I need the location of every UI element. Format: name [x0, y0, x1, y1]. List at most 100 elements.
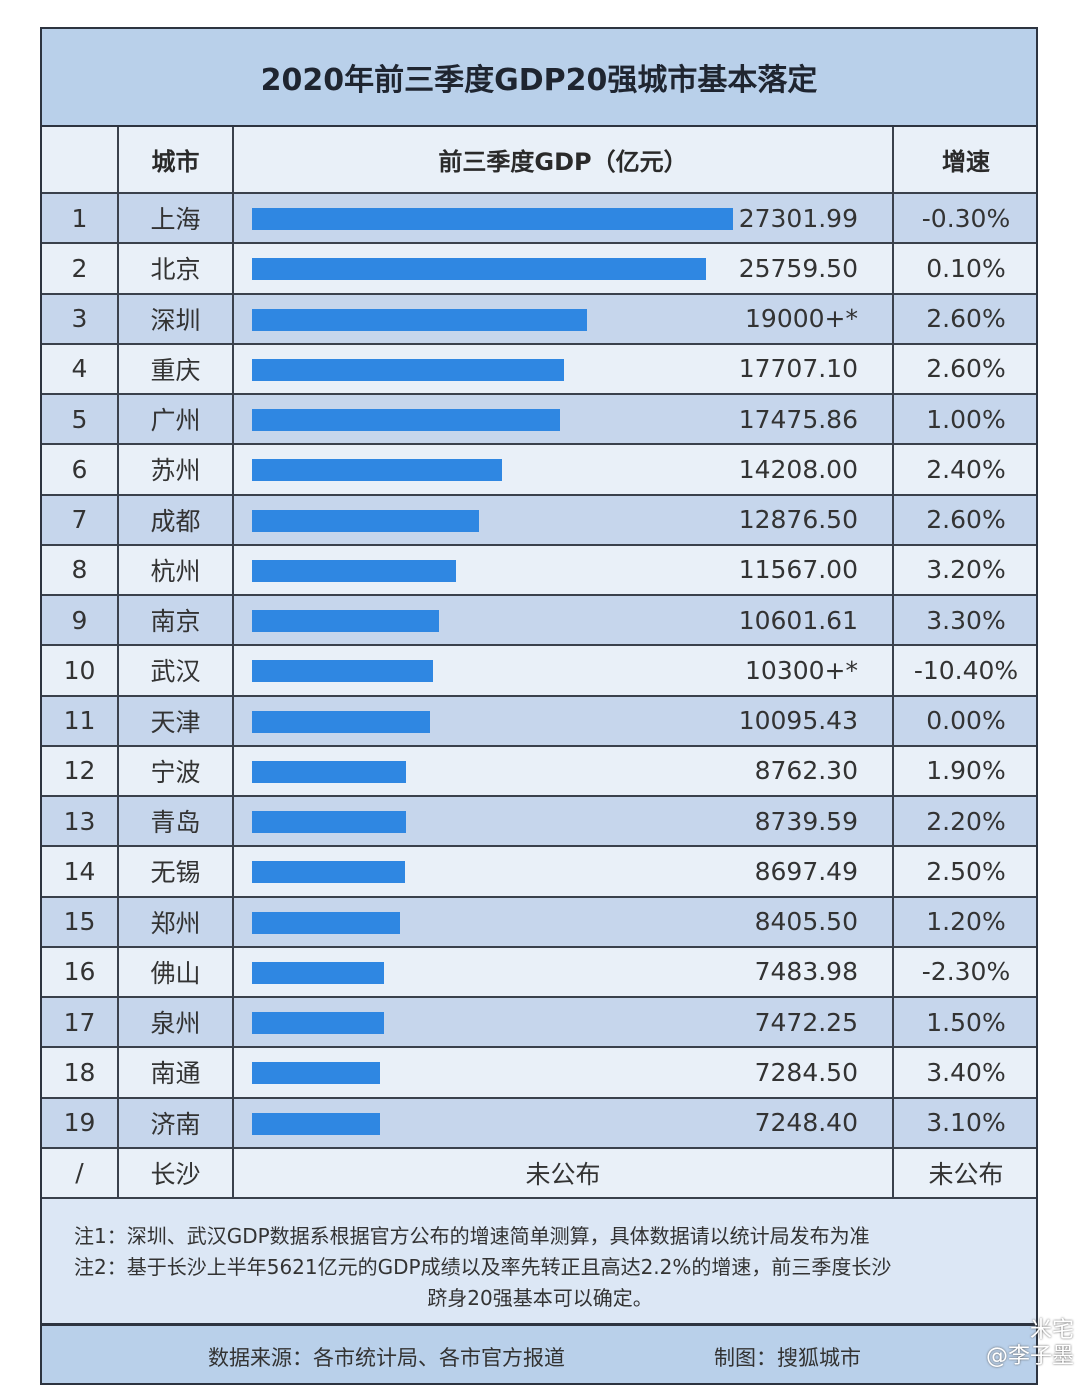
rank-cell: 10	[42, 646, 119, 695]
table-row: 18 南通 7284.50 3.40%	[42, 1048, 1036, 1099]
gdp-bar	[252, 509, 479, 532]
city-cell: 广州	[119, 395, 234, 444]
gdp-cell: 8405.50	[234, 897, 894, 946]
gdp-cell: 未公布	[234, 1148, 894, 1197]
gdp-value-label: 8697.49	[754, 856, 858, 886]
growth-cell: 1.00%	[926, 404, 1006, 434]
table-row: 17 泉州 7472.25 1.50%	[42, 998, 1036, 1049]
city-cell: 郑州	[119, 897, 234, 946]
table-title: 2020年前三季度GDP20强城市基本落定	[42, 29, 1036, 127]
gdp-cell: 17707.10	[234, 344, 894, 393]
gdp-cell: 7248.40	[234, 1098, 894, 1147]
gdp-value-label: 19000+*	[745, 304, 858, 334]
gdp-cell: 8739.59	[234, 797, 894, 846]
gdp-cell: 8697.49	[234, 847, 894, 896]
gdp-cell: 10300+*	[234, 646, 894, 695]
gdp-bar	[252, 1062, 381, 1085]
gdp-value-label: 10601.61	[738, 605, 858, 635]
table-row: 3 深圳 19000+* 2.60%	[42, 294, 1036, 345]
gdp-value-label: 7483.98	[754, 957, 858, 987]
header-growth: 增速	[942, 148, 990, 176]
city-cell: 上海	[119, 194, 234, 243]
table-row: 19 济南 7248.40 3.10%	[42, 1098, 1036, 1149]
note-2-continued: 跻身20强基本可以确定。	[427, 1286, 653, 1310]
gdp-bar	[252, 459, 503, 482]
gdp-value-label: 11567.00	[738, 555, 858, 585]
growth-cell: 3.40%	[926, 1057, 1006, 1087]
gdp-bar	[252, 660, 434, 683]
gdp-bar	[252, 358, 564, 381]
header-rank	[42, 127, 119, 192]
growth-cell: 3.30%	[926, 605, 1006, 635]
growth-cell: 2.20%	[926, 806, 1006, 836]
growth-cell: 2.50%	[926, 856, 1006, 886]
gdp-cell: 8762.30	[234, 746, 894, 795]
watermark-line-1: 米宅	[1029, 1318, 1074, 1343]
gdp-value-label: 8405.50	[754, 907, 858, 937]
gdp-bar	[252, 1012, 384, 1034]
gdp-bar	[252, 559, 456, 582]
gdp-value-label: 7472.25	[754, 1007, 858, 1037]
table-row: 16 佛山 7483.98 -2.30%	[42, 947, 1036, 998]
header-row: 城市 前三季度GDP（亿元） 增速	[42, 127, 1036, 194]
rank-cell: 6	[42, 445, 119, 494]
city-cell: 长沙	[119, 1148, 234, 1197]
rank-cell: 9	[42, 596, 119, 645]
gdp-bar	[252, 760, 407, 783]
gdp-cell: 12876.50	[234, 495, 894, 544]
table-row: 9 南京 10601.61 3.30%	[42, 596, 1036, 647]
gdp-cell: 27301.99	[234, 194, 894, 243]
table-row: 10 武汉 10300+* -10.40%	[42, 646, 1036, 697]
gdp-value-label: 25759.50	[738, 253, 858, 283]
growth-cell: -10.40%	[913, 655, 1019, 685]
gdp-value-label: 12876.50	[738, 505, 858, 535]
rank-cell: 2	[42, 244, 119, 293]
table-row: 13 青岛 8739.59 2.20%	[42, 797, 1036, 848]
gdp-cell: 10601.61	[234, 596, 894, 645]
city-cell: 济南	[119, 1098, 234, 1147]
gdp-value-label: 14208.00	[738, 454, 858, 484]
growth-cell: 2.60%	[926, 505, 1006, 535]
table-row: 5 广州 17475.86 1.00%	[42, 395, 1036, 446]
gdp-value-label: 8762.30	[754, 756, 858, 786]
gdp-cell: 14208.00	[234, 445, 894, 494]
note-2: 注2：基于长沙上半年5621亿元的GDP成绩以及率先转正且高达2.2%的增速，前…	[74, 1255, 892, 1279]
gdp-value-label: 10095.43	[738, 706, 858, 736]
watermark-line-2: @李子墨	[985, 1344, 1074, 1369]
city-cell: 佛山	[119, 947, 234, 996]
city-cell: 成都	[119, 495, 234, 544]
header-city: 城市	[119, 127, 234, 192]
city-cell: 宁波	[119, 746, 234, 795]
table-row: 15 郑州 8405.50 1.20%	[42, 897, 1036, 948]
rank-cell: 11	[42, 696, 119, 745]
gdp-cell: 7284.50	[234, 1048, 894, 1097]
city-cell: 泉州	[119, 998, 234, 1047]
city-cell: 无锡	[119, 847, 234, 896]
rank-cell: 14	[42, 847, 119, 896]
rank-cell: 19	[42, 1098, 119, 1147]
rank-cell: 1	[42, 194, 119, 243]
gdp-bar	[252, 961, 384, 984]
growth-cell: 1.20%	[926, 907, 1006, 937]
gdp-value-label: 27301.99	[738, 203, 858, 233]
gdp-value-label: 10300+*	[745, 655, 858, 685]
gdp-cell: 19000+*	[234, 294, 894, 343]
rank-cell: 18	[42, 1048, 119, 1097]
table-row: 2 北京 25759.50 0.10%	[42, 244, 1036, 295]
rank-cell: 5	[42, 395, 119, 444]
note-1: 注1：深圳、武汉GDP数据系根据官方公布的增速简单测算，具体数据请以统计局发布为…	[74, 1224, 870, 1248]
gdp-cell: 7472.25	[234, 998, 894, 1047]
city-cell: 青岛	[119, 797, 234, 846]
gdp-bar	[252, 610, 439, 632]
growth-cell: -2.30%	[921, 957, 1011, 987]
rank-cell: 7	[42, 495, 119, 544]
gdp-bar	[252, 911, 401, 934]
gdp-value-label: 7248.40	[754, 1108, 858, 1138]
rank-cell: 3	[42, 294, 119, 343]
gdp-value-label: 17707.10	[738, 354, 858, 384]
gdp-bar	[252, 811, 406, 833]
table-row: 14 无锡 8697.49 2.50%	[42, 847, 1036, 898]
growth-cell: 0.10%	[926, 253, 1006, 283]
table-row: 8 杭州 11567.00 3.20%	[42, 545, 1036, 596]
growth-cell: 3.10%	[926, 1108, 1006, 1138]
